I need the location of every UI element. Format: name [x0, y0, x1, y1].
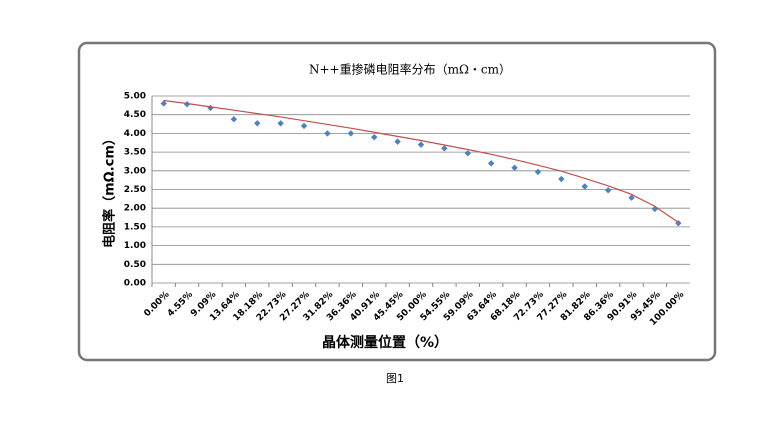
data-point: [558, 175, 565, 183]
data-point: [441, 145, 448, 152]
x-axis-title: 晶体测量位置（%）: [322, 334, 448, 351]
y-tick-label: 4.50: [124, 110, 146, 120]
data-point: [581, 183, 588, 190]
data-point: [604, 187, 612, 194]
data-point: [394, 138, 401, 145]
y-tick-label: 2.50: [124, 185, 146, 195]
y-tick-label: 3.00: [124, 166, 146, 176]
data-point: [183, 101, 191, 108]
y-tick-label: 0.00: [124, 279, 146, 289]
y-tick-label: 4.00: [124, 129, 146, 139]
data-point: [628, 194, 635, 201]
data-point: [487, 160, 495, 167]
data-point: [371, 133, 378, 141]
data-point: [277, 120, 284, 127]
y-axis-title: 电阻率（mΩ.cm）: [102, 132, 118, 248]
y-tick-label: 3.50: [124, 148, 146, 158]
data-point: [230, 115, 238, 123]
trend-line: [163, 99, 679, 223]
data-point: [511, 164, 518, 172]
y-tick-label: 1.00: [124, 241, 146, 251]
y-tick-label: 5.00: [124, 92, 146, 102]
data-point: [464, 150, 471, 157]
chart-title: N++重掺磷电阻率分布（mΩ・cm）: [309, 62, 511, 77]
caption: 图1: [386, 372, 404, 385]
data-point: [534, 168, 542, 176]
chart-frame: [77, 41, 717, 362]
data-point: [254, 120, 261, 127]
data-point: [160, 100, 167, 107]
data-point: [347, 130, 355, 137]
data-point: [300, 122, 308, 130]
data-point: [651, 205, 659, 213]
data-point: [675, 219, 682, 227]
y-tick-label: 0.50: [124, 260, 146, 270]
y-tick-label: 1.50: [124, 222, 146, 232]
data-point: [417, 141, 425, 148]
y-tick-label: 2.00: [124, 204, 146, 214]
data-point: [324, 130, 331, 137]
